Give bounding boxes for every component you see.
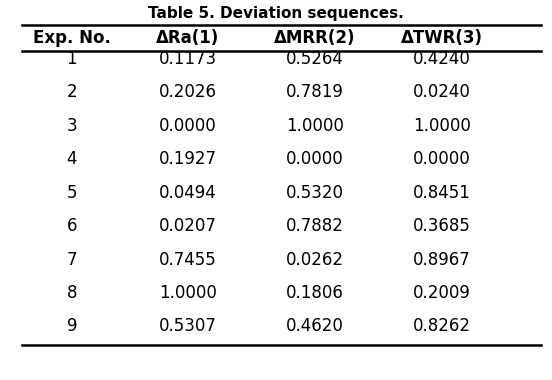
Text: 0.0000: 0.0000 — [286, 150, 343, 168]
Text: 0.0000: 0.0000 — [413, 150, 470, 168]
Text: 4: 4 — [66, 150, 77, 168]
Text: 2: 2 — [66, 83, 77, 101]
Text: 0.7882: 0.7882 — [286, 217, 343, 235]
Text: 0.1806: 0.1806 — [286, 284, 343, 302]
Text: Table 5. Deviation sequences.: Table 5. Deviation sequences. — [148, 6, 404, 21]
Text: 7: 7 — [66, 250, 77, 269]
Text: 0.0000: 0.0000 — [159, 117, 216, 135]
Text: 0.2026: 0.2026 — [158, 83, 217, 101]
Text: 8: 8 — [66, 284, 77, 302]
Text: 0.8967: 0.8967 — [413, 250, 470, 269]
Text: 0.0262: 0.0262 — [285, 250, 344, 269]
Text: 6: 6 — [66, 217, 77, 235]
Text: 0.4240: 0.4240 — [413, 50, 470, 68]
Text: 0.5320: 0.5320 — [285, 184, 344, 202]
Text: 9: 9 — [66, 317, 77, 336]
Text: 0.5264: 0.5264 — [286, 50, 343, 68]
Text: 0.4620: 0.4620 — [286, 317, 343, 336]
Text: 0.1927: 0.1927 — [158, 150, 217, 168]
Text: 0.8451: 0.8451 — [413, 184, 470, 202]
Text: 1.0000: 1.0000 — [413, 117, 470, 135]
Text: 0.0240: 0.0240 — [413, 83, 470, 101]
Text: 1.0000: 1.0000 — [159, 284, 216, 302]
Text: 0.7819: 0.7819 — [286, 83, 343, 101]
Text: ΔRa(1): ΔRa(1) — [156, 29, 219, 47]
Text: ΔTWR(3): ΔTWR(3) — [401, 29, 482, 47]
Text: 3: 3 — [66, 117, 77, 135]
Text: 1: 1 — [66, 50, 77, 68]
Text: 0.5307: 0.5307 — [159, 317, 216, 336]
Text: 0.8262: 0.8262 — [412, 317, 471, 336]
Text: 0.0207: 0.0207 — [159, 217, 216, 235]
Text: 0.7455: 0.7455 — [159, 250, 216, 269]
Text: 1.0000: 1.0000 — [286, 117, 343, 135]
Text: ΔMRR(2): ΔMRR(2) — [274, 29, 355, 47]
Text: 0.1173: 0.1173 — [158, 50, 217, 68]
Text: 5: 5 — [66, 184, 77, 202]
Text: 0.0494: 0.0494 — [159, 184, 216, 202]
Text: 0.3685: 0.3685 — [413, 217, 470, 235]
Text: Exp. No.: Exp. No. — [33, 29, 111, 47]
Text: 0.2009: 0.2009 — [413, 284, 470, 302]
